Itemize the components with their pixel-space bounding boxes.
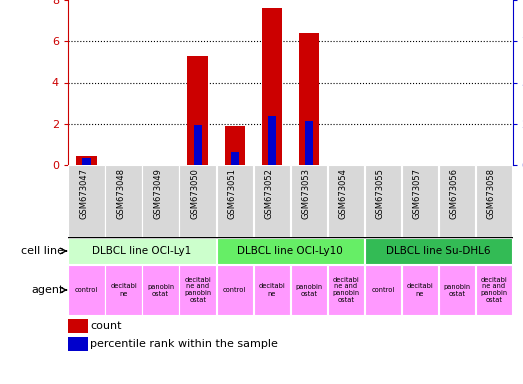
Bar xyxy=(439,165,475,237)
Bar xyxy=(476,265,512,315)
Bar xyxy=(217,165,253,237)
Text: control: control xyxy=(75,287,98,293)
Text: GSM673052: GSM673052 xyxy=(265,168,274,219)
Bar xyxy=(76,156,97,165)
Bar xyxy=(68,319,88,333)
Bar xyxy=(68,337,88,351)
Bar xyxy=(69,265,105,315)
Bar xyxy=(231,152,239,165)
Text: panobin
ostat: panobin ostat xyxy=(444,283,471,296)
Bar xyxy=(365,265,401,315)
Text: GSM673057: GSM673057 xyxy=(413,168,422,219)
Text: decitabi
ne and
panobin
ostat: decitabi ne and panobin ostat xyxy=(332,276,359,303)
Bar xyxy=(365,165,401,237)
Text: GSM673054: GSM673054 xyxy=(339,168,348,219)
Text: DLBCL line OCI-Ly1: DLBCL line OCI-Ly1 xyxy=(93,246,192,256)
Bar xyxy=(268,116,276,165)
Text: panobin
ostat: panobin ostat xyxy=(147,283,174,296)
Bar xyxy=(262,8,282,165)
Bar xyxy=(299,33,319,165)
Bar xyxy=(328,165,364,237)
Text: percentile rank within the sample: percentile rank within the sample xyxy=(90,339,278,349)
Bar xyxy=(179,265,216,315)
Text: decitabi
ne: decitabi ne xyxy=(258,283,285,296)
Text: panobin
ostat: panobin ostat xyxy=(295,283,322,296)
Bar xyxy=(142,265,179,315)
Bar xyxy=(224,126,245,165)
Text: decitabi
ne and
panobin
ostat: decitabi ne and panobin ostat xyxy=(184,276,211,303)
Bar xyxy=(142,165,179,237)
Bar xyxy=(179,165,216,237)
Bar xyxy=(254,165,290,237)
Bar xyxy=(291,165,327,237)
Bar xyxy=(365,238,512,265)
Text: cell line: cell line xyxy=(20,246,64,256)
Bar xyxy=(187,56,208,165)
Bar xyxy=(402,265,438,315)
Text: control: control xyxy=(371,287,394,293)
Bar xyxy=(106,165,142,237)
Bar xyxy=(439,265,475,315)
Text: control: control xyxy=(223,287,246,293)
Text: GSM673058: GSM673058 xyxy=(487,168,496,219)
Text: decitabi
ne and
panobin
ostat: decitabi ne and panobin ostat xyxy=(481,276,508,303)
Bar xyxy=(402,165,438,237)
Text: decitabi
ne: decitabi ne xyxy=(110,283,137,296)
Bar xyxy=(69,165,105,237)
Text: DLBCL line OCI-Ly10: DLBCL line OCI-Ly10 xyxy=(237,246,343,256)
Bar xyxy=(291,265,327,315)
Bar xyxy=(194,125,202,165)
Bar xyxy=(305,121,313,165)
Text: GSM673055: GSM673055 xyxy=(376,168,385,219)
Text: GSM673056: GSM673056 xyxy=(450,168,459,219)
Text: count: count xyxy=(90,321,122,331)
Text: GSM673050: GSM673050 xyxy=(190,168,199,219)
Text: GSM673048: GSM673048 xyxy=(117,168,126,219)
Bar xyxy=(254,265,290,315)
Text: GSM673047: GSM673047 xyxy=(79,168,88,219)
Text: GSM673053: GSM673053 xyxy=(302,168,311,219)
Bar xyxy=(83,158,90,165)
Text: GSM673049: GSM673049 xyxy=(153,168,163,219)
Text: DLBCL line Su-DHL6: DLBCL line Su-DHL6 xyxy=(386,246,491,256)
Bar xyxy=(476,165,512,237)
Text: GSM673051: GSM673051 xyxy=(228,168,236,219)
Bar xyxy=(217,265,253,315)
Bar xyxy=(69,238,216,265)
Text: agent: agent xyxy=(31,285,64,295)
Bar xyxy=(217,238,364,265)
Bar xyxy=(328,265,364,315)
Bar xyxy=(106,265,142,315)
Text: decitabi
ne: decitabi ne xyxy=(406,283,433,296)
